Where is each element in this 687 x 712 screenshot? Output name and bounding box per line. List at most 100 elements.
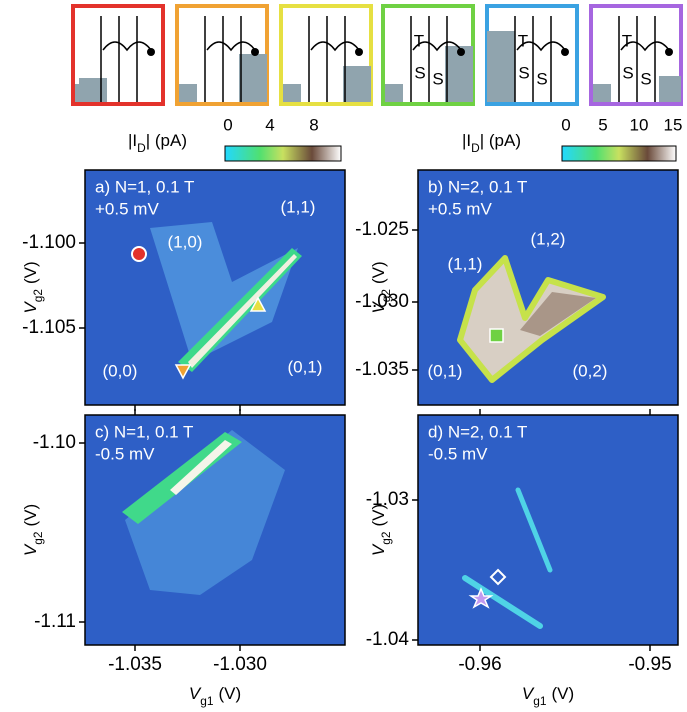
lead-left [179,84,197,102]
colorbar [561,145,677,162]
x-tick-label: -1.035 [108,654,162,675]
x-axis-label-part: (V) [218,684,241,703]
y-tick-label: -1.100 [22,232,76,253]
lead-left [593,84,611,102]
tunnel-arrow [310,41,360,52]
lead-right [239,54,267,102]
colorbar-label-part: | (pA) [146,131,187,150]
x-axis-label: Vg1 (V) [522,684,574,708]
lead-right [487,31,515,102]
panel-bias: +0.5 mV [428,199,492,218]
electron [251,48,259,56]
colorbar-label-part: | (pA) [480,131,521,150]
colorbar-label: |ID| (pA) [128,131,187,155]
panel-bias: -0.5 mV [95,444,155,463]
colorbar-tick: 15 [664,115,683,134]
x-axis-label-part: V [189,684,202,703]
marker-up-triangle [249,296,267,312]
electron [147,48,155,56]
y-tick-label: -1.04 [366,629,410,650]
y-axis-label-part: g2 [379,531,393,545]
inset-label: S [518,63,529,82]
region-label: (0,0) [103,361,138,380]
colorbar-tick: 0 [561,115,570,134]
markers [131,246,507,609]
y-axis-label-part: V [21,543,40,556]
x-axis-label-part: g1 [533,694,547,708]
y-axis-label-part: V [21,301,40,314]
x-tick-label: -0.96 [458,654,501,675]
colorbar-label-part: |I [462,131,471,150]
region-label: (1,1) [281,197,316,216]
panel-d-map [418,415,678,645]
electron [457,48,465,56]
y-tick-label: -1.105 [22,317,76,338]
feature [515,487,553,573]
panel-frame [417,414,679,646]
region-label: (0,2) [573,361,608,380]
panel-title: b) N=2, 0.1 T [428,177,527,196]
lead-right [79,78,107,102]
region-label: (1,2) [531,229,566,248]
colorbar-tick: 5 [598,115,607,134]
inset-label: T [622,31,632,50]
colorbar-tick: 8 [309,115,318,134]
x-axis-label-part: (V) [551,684,574,703]
marker-diamond [489,568,507,586]
y-axis-label-part: g2 [31,531,45,545]
feature [462,575,543,629]
tunnel-arrow [412,41,462,52]
y-axis-label-part: (V) [21,261,40,284]
marker-down-triangle [174,364,192,380]
y-axis-label: Vg2 (V) [21,261,45,313]
inset-label: S [432,69,443,88]
y-axis-label: Vg2 (V) [21,504,45,556]
inset-label: T [518,31,528,50]
y-tick-label: -1.035 [355,359,409,380]
y-tick-label: -1.11 [34,611,76,632]
panel-frame [84,169,346,406]
feature [125,430,285,595]
tunnel-arrow [516,41,566,52]
tunnel-arrow [206,41,256,52]
tunnel-arrow [620,41,670,52]
x-axis-label: Vg1 (V) [189,684,241,708]
feature [188,254,297,368]
electron [665,48,673,56]
marker-circle [131,246,147,262]
y-axis-label-part: g2 [31,289,45,303]
y-tick-label: -1.030 [355,291,409,312]
x-tick-label: -1.030 [213,654,267,675]
y-tick-label: -1.025 [355,219,409,240]
x-axis-label-part: V [522,684,535,703]
y-axis-label-part: (V) [21,504,40,527]
x-tick-label: -0.95 [628,654,671,675]
region-label: (0,1) [288,357,323,376]
electron [355,48,363,56]
colorbar-label-part: |I [128,131,137,150]
panel-frame [84,414,346,646]
inset-label: S [536,69,547,88]
lead-left [385,84,403,102]
marker-star [468,587,494,609]
colorbar-tick: 0 [223,115,232,134]
panel-frame [417,169,679,406]
colorbar-label: |ID| (pA) [462,131,521,155]
region-label: (0,1) [428,361,463,380]
y-axis-label-part: (V) [369,261,388,284]
panel-title: d) N=2, 0.1 T [428,422,527,441]
y-tick-label: -1.03 [366,489,409,510]
lead-right [343,66,371,102]
y-axis-label: Vg2 (V) [369,261,393,313]
panel-title: a) N=1, 0.1 T [95,177,194,196]
electron [561,48,569,56]
panel-title: c) N=1, 0.1 T [95,422,193,441]
inset-label: S [414,63,425,82]
colorbar-tick: 4 [265,115,274,134]
y-axis-label: Vg2 (V) [369,504,393,556]
y-axis-label-part: V [369,301,388,314]
y-tick-label: -1.10 [33,432,76,453]
x-axis-label-part: g1 [200,694,214,708]
heatmaps [85,170,678,645]
